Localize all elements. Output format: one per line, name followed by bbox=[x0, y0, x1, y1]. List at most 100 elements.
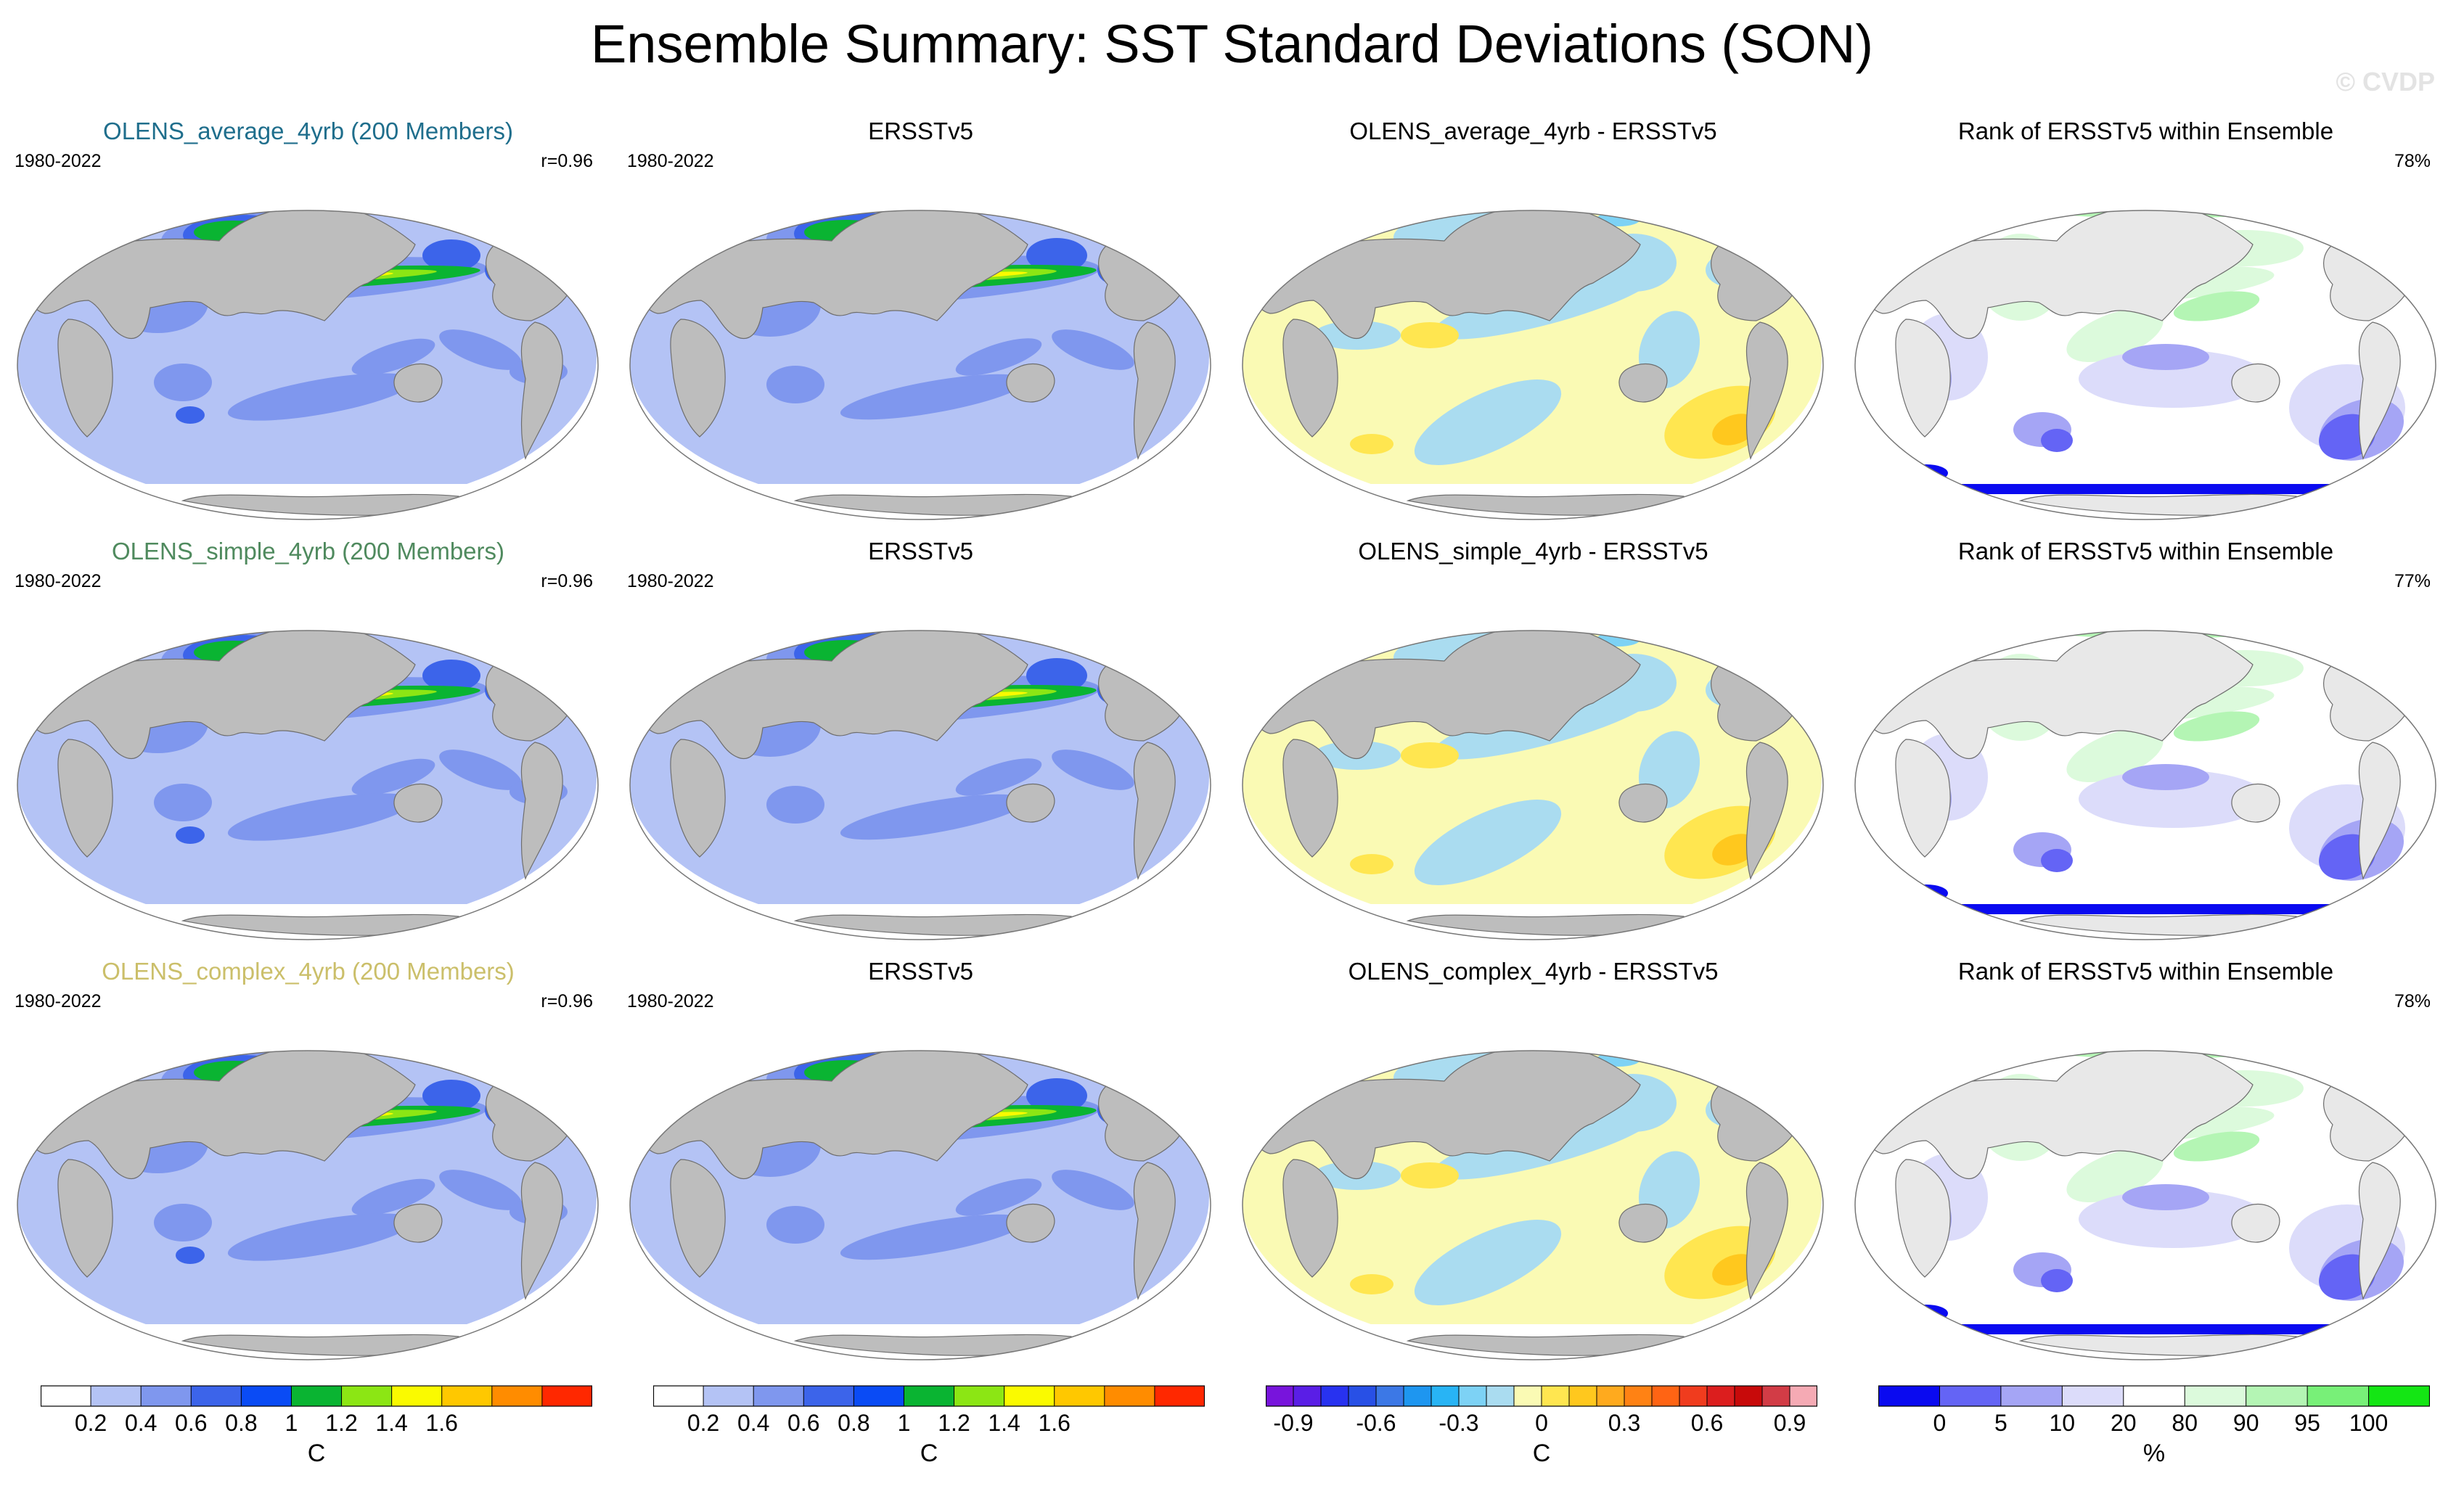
map-field-layer bbox=[1243, 210, 1823, 520]
panel-title-obs: ERSSTv5 bbox=[868, 958, 973, 985]
correlation-label: r=0.96 bbox=[541, 991, 593, 1011]
land-mass bbox=[181, 914, 459, 936]
colorbar-swatch bbox=[290, 1385, 343, 1407]
difference-map-row1 bbox=[1242, 210, 1824, 520]
colorbar-swatch bbox=[1430, 1385, 1460, 1407]
field-contour bbox=[422, 1080, 480, 1112]
colorbar-tick-label: 1.4 bbox=[988, 1410, 1020, 1436]
colorbar-tick-label: 100 bbox=[2349, 1410, 2388, 1436]
colorbar-tick-label: 0.2 bbox=[687, 1410, 719, 1436]
colorbar-swatch bbox=[541, 1385, 592, 1407]
panel-rank-row1: Rank of ERSSTv5 within Ensemble 78% bbox=[1839, 118, 2452, 537]
land-mass bbox=[2231, 1204, 2280, 1243]
colorbar-swatch bbox=[1761, 1385, 1790, 1407]
colorbar-swatch bbox=[1596, 1385, 1625, 1407]
panel-diff-row1: OLENS_average_4yrb - ERSSTv5 bbox=[1227, 118, 1840, 537]
field-contour bbox=[2173, 1131, 2260, 1162]
field-contour bbox=[1904, 464, 1948, 482]
period-label: 1980-2022 bbox=[15, 571, 102, 591]
field-contour bbox=[1904, 1305, 1948, 1322]
field-contour bbox=[422, 239, 480, 271]
panel-title-obs: ERSSTv5 bbox=[868, 538, 973, 565]
colorbar-swatch bbox=[1513, 1385, 1542, 1407]
std-map-model-row2 bbox=[17, 630, 599, 940]
colorbar-swatch bbox=[2123, 1385, 2186, 1407]
colorbar-tick-label: -0.9 bbox=[1273, 1410, 1313, 1436]
panel-model-row2: OLENS_simple_4yrb (200 Members) 1980-202… bbox=[1, 538, 615, 957]
land-mass bbox=[57, 319, 113, 438]
colorbar-tick-label: 80 bbox=[2172, 1410, 2198, 1436]
colorbar-frame bbox=[1266, 1385, 1817, 1407]
field-contour bbox=[766, 1206, 824, 1244]
colorbar-graphic: 0.2 0.4 0.6 0.8 1 1.2 1.4 1.6 bbox=[653, 1385, 1205, 1436]
colorbar-tick-label: 0.4 bbox=[737, 1410, 769, 1436]
field-contour bbox=[227, 793, 414, 841]
field-contour bbox=[1712, 834, 1757, 866]
colorbar-units: C bbox=[920, 1440, 938, 1467]
map-field-layer bbox=[17, 210, 598, 520]
field-contour bbox=[1941, 904, 2376, 914]
rank-percent-label: 78% bbox=[2394, 151, 2431, 171]
field-contour bbox=[1350, 1274, 1393, 1294]
land-mass bbox=[57, 739, 113, 858]
field-contour bbox=[2122, 764, 2209, 790]
colorbar-swatch bbox=[1939, 1385, 2002, 1407]
land-mass bbox=[181, 493, 459, 516]
colorbar-swatch bbox=[753, 1385, 805, 1407]
field-contour bbox=[1414, 800, 1562, 885]
panel-diff-row2: OLENS_simple_4yrb - ERSSTv5 bbox=[1227, 538, 1840, 957]
field-contour bbox=[840, 374, 1027, 420]
field-contour bbox=[2122, 344, 2209, 370]
panel-title-model: OLENS_complex_4yrb (200 Members) bbox=[102, 958, 515, 985]
map-outline bbox=[1242, 210, 1824, 520]
colorbar-frame bbox=[653, 1385, 1205, 1407]
land-mass bbox=[1406, 1334, 1685, 1356]
land-mass bbox=[1282, 1159, 1338, 1278]
colorbar-rank: 0 5 10 20 80 90 95 100 % bbox=[1878, 1384, 2430, 1470]
field-contour bbox=[1350, 854, 1393, 874]
land-mass bbox=[1895, 319, 1951, 438]
land-mass bbox=[393, 1204, 443, 1243]
colorbar-swatch bbox=[903, 1385, 955, 1407]
colorbar-swatch bbox=[2061, 1385, 2124, 1407]
panel-title-rank: Rank of ERSSTv5 within Ensemble bbox=[1957, 958, 2334, 985]
colorbar-tick-label: 0.6 bbox=[787, 1410, 819, 1436]
field-contour bbox=[1350, 434, 1393, 454]
colorbar-swatch bbox=[441, 1385, 493, 1407]
map-outline bbox=[1242, 1050, 1824, 1360]
land-mass bbox=[793, 493, 1072, 516]
colorbar-swatch bbox=[1054, 1385, 1105, 1407]
colorbar-swatch bbox=[41, 1385, 92, 1407]
map-field-layer bbox=[630, 210, 1211, 520]
period-label: 1980-2022 bbox=[627, 991, 714, 1011]
land-mass bbox=[1895, 1159, 1951, 1278]
field-contour bbox=[2173, 711, 2260, 742]
map-field-layer bbox=[17, 1051, 598, 1360]
colorbar-swatch bbox=[1375, 1385, 1404, 1407]
field-contour bbox=[2041, 429, 2073, 452]
colorbar-swatch bbox=[1293, 1385, 1322, 1407]
colorbar-swatch bbox=[90, 1385, 142, 1407]
colorbar-swatch bbox=[1266, 1385, 1294, 1407]
field-contour bbox=[955, 758, 1042, 796]
colorbar-units: C bbox=[1532, 1440, 1551, 1467]
panel-model-row1: OLENS_average_4yrb (200 Members) 1980-20… bbox=[1, 118, 615, 537]
field-contour bbox=[1941, 484, 2376, 494]
period-label: 1980-2022 bbox=[15, 151, 102, 171]
field-contour bbox=[154, 784, 212, 821]
panel-rank-row3: Rank of ERSSTv5 within Ensemble 78% bbox=[1839, 958, 2452, 1377]
colorbar-swatch bbox=[1706, 1385, 1735, 1407]
colorbar-swatch bbox=[1004, 1385, 1055, 1407]
map-field-layer bbox=[1243, 1051, 1823, 1360]
colorbar-swatch bbox=[240, 1385, 292, 1407]
panel-obs-row2: ERSSTv5 1980-2022 bbox=[614, 538, 1227, 957]
figure-title: Ensemble Summary: SST Standard Deviation… bbox=[590, 14, 1874, 74]
panel-model-row3: OLENS_complex_4yrb (200 Members) 1980-20… bbox=[1, 958, 615, 1377]
panel-obs-row3: ERSSTv5 1980-2022 bbox=[614, 958, 1227, 1377]
colorbar-tick-label: 0.8 bbox=[225, 1410, 257, 1436]
colorbar-difference: -0.9 -0.6 -0.3 0 0.3 0.6 0.9 C bbox=[1266, 1384, 1817, 1470]
land-mass bbox=[1006, 1204, 1055, 1243]
land-mass bbox=[2231, 364, 2280, 403]
panel-title-diff: OLENS_simple_4yrb - ERSSTv5 bbox=[1358, 538, 1708, 565]
land-mass bbox=[793, 914, 1072, 936]
